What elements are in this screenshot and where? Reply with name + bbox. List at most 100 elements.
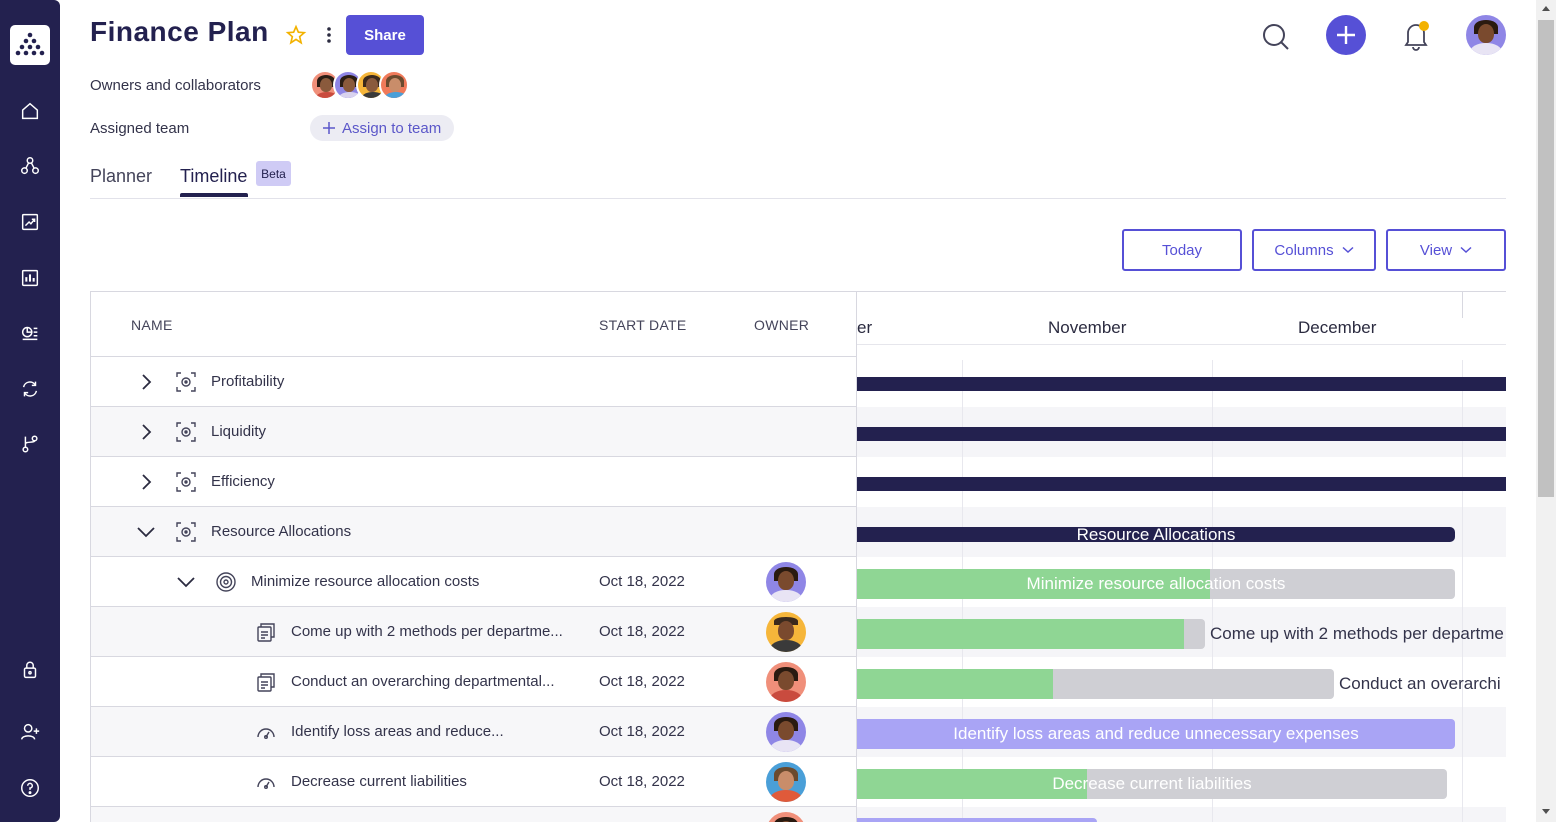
row-name[interactable]: Conduct an overarching departmental... <box>291 673 555 690</box>
bar-label: Decrease current liabilities <box>1052 774 1252 793</box>
table-row[interactable]: Conduct an overarching departmental... O… <box>91 657 856 707</box>
nav-hierarchy[interactable] <box>12 148 48 184</box>
scrollbar-thumb[interactable] <box>1538 20 1554 497</box>
app-logo[interactable] <box>10 25 50 65</box>
owner-avatar[interactable] <box>766 562 806 602</box>
avatar[interactable] <box>333 70 363 100</box>
timeline-bar-profitability[interactable] <box>857 377 1506 391</box>
objective-icon <box>176 522 196 542</box>
nav-security[interactable] <box>12 652 48 688</box>
avatar[interactable] <box>379 70 409 100</box>
add-user-icon <box>21 723 40 740</box>
row-start-date: Oct 18, 2022 <box>599 723 685 740</box>
assign-to-team-button[interactable]: Assign to team <box>310 115 454 141</box>
timeline-bar-identify-loss-areas[interactable]: Identify loss areas and reduce unnecessa… <box>857 719 1455 749</box>
nav-reports[interactable] <box>12 260 48 296</box>
nav-sync[interactable] <box>12 371 48 407</box>
scroll-down-icon[interactable] <box>1541 808 1551 816</box>
objective-icon <box>176 422 196 442</box>
timeline-bar-liquidity[interactable] <box>857 427 1506 441</box>
owner-avatar[interactable] <box>766 662 806 702</box>
beta-badge: Beta <box>256 161 291 186</box>
tab-planner[interactable]: Planner <box>90 166 153 186</box>
trend-icon <box>21 213 39 231</box>
help-icon <box>21 779 39 797</box>
timeline-bar-conduct-overarching[interactable] <box>857 669 1334 699</box>
row-name[interactable]: Identify loss areas and reduce... <box>291 723 504 740</box>
left-nav <box>0 0 60 822</box>
timeline-bar-come-up-methods[interactable] <box>857 619 1205 649</box>
month-label: November <box>1048 318 1127 337</box>
columns-button[interactable]: Columns <box>1252 229 1376 271</box>
timeline-bar-partial[interactable] <box>857 818 1097 822</box>
today-button[interactable]: Today <box>1122 229 1242 271</box>
row-start-date: Oct 18, 2022 <box>599 623 685 640</box>
share-button[interactable]: Share <box>346 15 424 55</box>
table-row[interactable]: Come up with 2 methods per departme... O… <box>91 607 856 657</box>
timeline-bar-efficiency[interactable] <box>857 477 1506 491</box>
chevron-right-icon[interactable] <box>136 472 156 492</box>
active-tab-indicator <box>180 193 248 197</box>
table-row[interactable]: Efficiency <box>91 457 856 507</box>
table-row[interactable]: Liquidity <box>91 407 856 457</box>
timeline-bar-resource-allocations[interactable]: Resource Allocations <box>857 527 1455 542</box>
nav-dashboard[interactable] <box>12 315 48 351</box>
row-name[interactable]: Liquidity <box>211 423 267 440</box>
chevron-right-icon[interactable] <box>136 422 156 442</box>
row-start-date: Oct 18, 2022 <box>599 673 685 690</box>
row-name[interactable]: Resource Allocations <box>211 523 352 540</box>
scroll-up-icon[interactable] <box>1541 4 1551 12</box>
owner-avatar[interactable] <box>766 612 806 652</box>
view-button[interactable]: View <box>1386 229 1506 271</box>
table-row[interactable]: Minimize resource allocation costs Oct 1… <box>91 557 856 607</box>
avatar[interactable] <box>310 70 340 100</box>
search-icon[interactable] <box>1260 21 1292 53</box>
notification-dot <box>1419 21 1429 31</box>
nav-help[interactable] <box>12 770 48 806</box>
table-row[interactable]: Decrease current liabilities Oct 18, 202… <box>91 757 856 807</box>
table-row[interactable]: Resource Allocations <box>91 507 856 557</box>
owner-avatar[interactable] <box>766 712 806 752</box>
table-header: NAME START DATE OWNER <box>91 292 856 357</box>
bar-progress <box>857 769 1088 799</box>
objective-icon <box>176 472 196 492</box>
column-header-start-date[interactable]: START DATE <box>599 317 687 333</box>
bar-label: Conduct an overarchi <box>1339 674 1501 693</box>
table-row[interactable] <box>91 807 856 822</box>
chevron-down-icon <box>1460 246 1472 254</box>
document-icon <box>257 623 275 642</box>
timeline-bar-decrease-liabilities[interactable]: Decrease current liabilities <box>857 769 1447 799</box>
nav-add-user[interactable] <box>12 714 48 750</box>
owner-avatar[interactable] <box>766 812 806 822</box>
favorite-star-icon[interactable] <box>285 24 307 46</box>
nav-branches[interactable] <box>12 426 48 462</box>
row-name[interactable]: Profitability <box>211 373 285 390</box>
bar-progress <box>857 619 1185 649</box>
user-avatar[interactable] <box>1466 15 1506 55</box>
row-name[interactable]: Minimize resource allocation costs <box>251 573 480 590</box>
table-row[interactable]: Identify loss areas and reduce... Oct 18… <box>91 707 856 757</box>
assigned-team-label: Assigned team <box>90 120 190 137</box>
page-scrollbar[interactable] <box>1536 0 1556 822</box>
tab-timeline[interactable]: Timeline <box>180 166 248 186</box>
hierarchy-icon <box>21 157 39 175</box>
timeline-bar-minimize-costs[interactable]: Minimize resource allocation costs <box>857 569 1455 599</box>
chevron-right-icon[interactable] <box>136 372 156 392</box>
row-name[interactable]: Efficiency <box>211 473 275 490</box>
more-options-icon[interactable] <box>319 24 339 46</box>
sync-icon <box>22 381 38 397</box>
chevron-down-icon[interactable] <box>176 572 196 592</box>
row-name[interactable]: Come up with 2 methods per departme... <box>291 623 563 640</box>
table-row[interactable]: Profitability <box>91 357 856 407</box>
nav-home[interactable] <box>12 93 48 129</box>
owner-avatar[interactable] <box>766 762 806 802</box>
create-button[interactable] <box>1326 15 1366 55</box>
column-header-owner[interactable]: OWNER <box>754 317 810 333</box>
column-header-name[interactable]: NAME <box>131 317 173 333</box>
chevron-down-icon[interactable] <box>136 522 156 542</box>
document-icon <box>257 673 275 692</box>
nav-analytics[interactable] <box>12 204 48 240</box>
month-divider <box>1462 292 1463 318</box>
bar-progress <box>857 669 1053 699</box>
row-name[interactable]: Decrease current liabilities <box>291 773 467 790</box>
